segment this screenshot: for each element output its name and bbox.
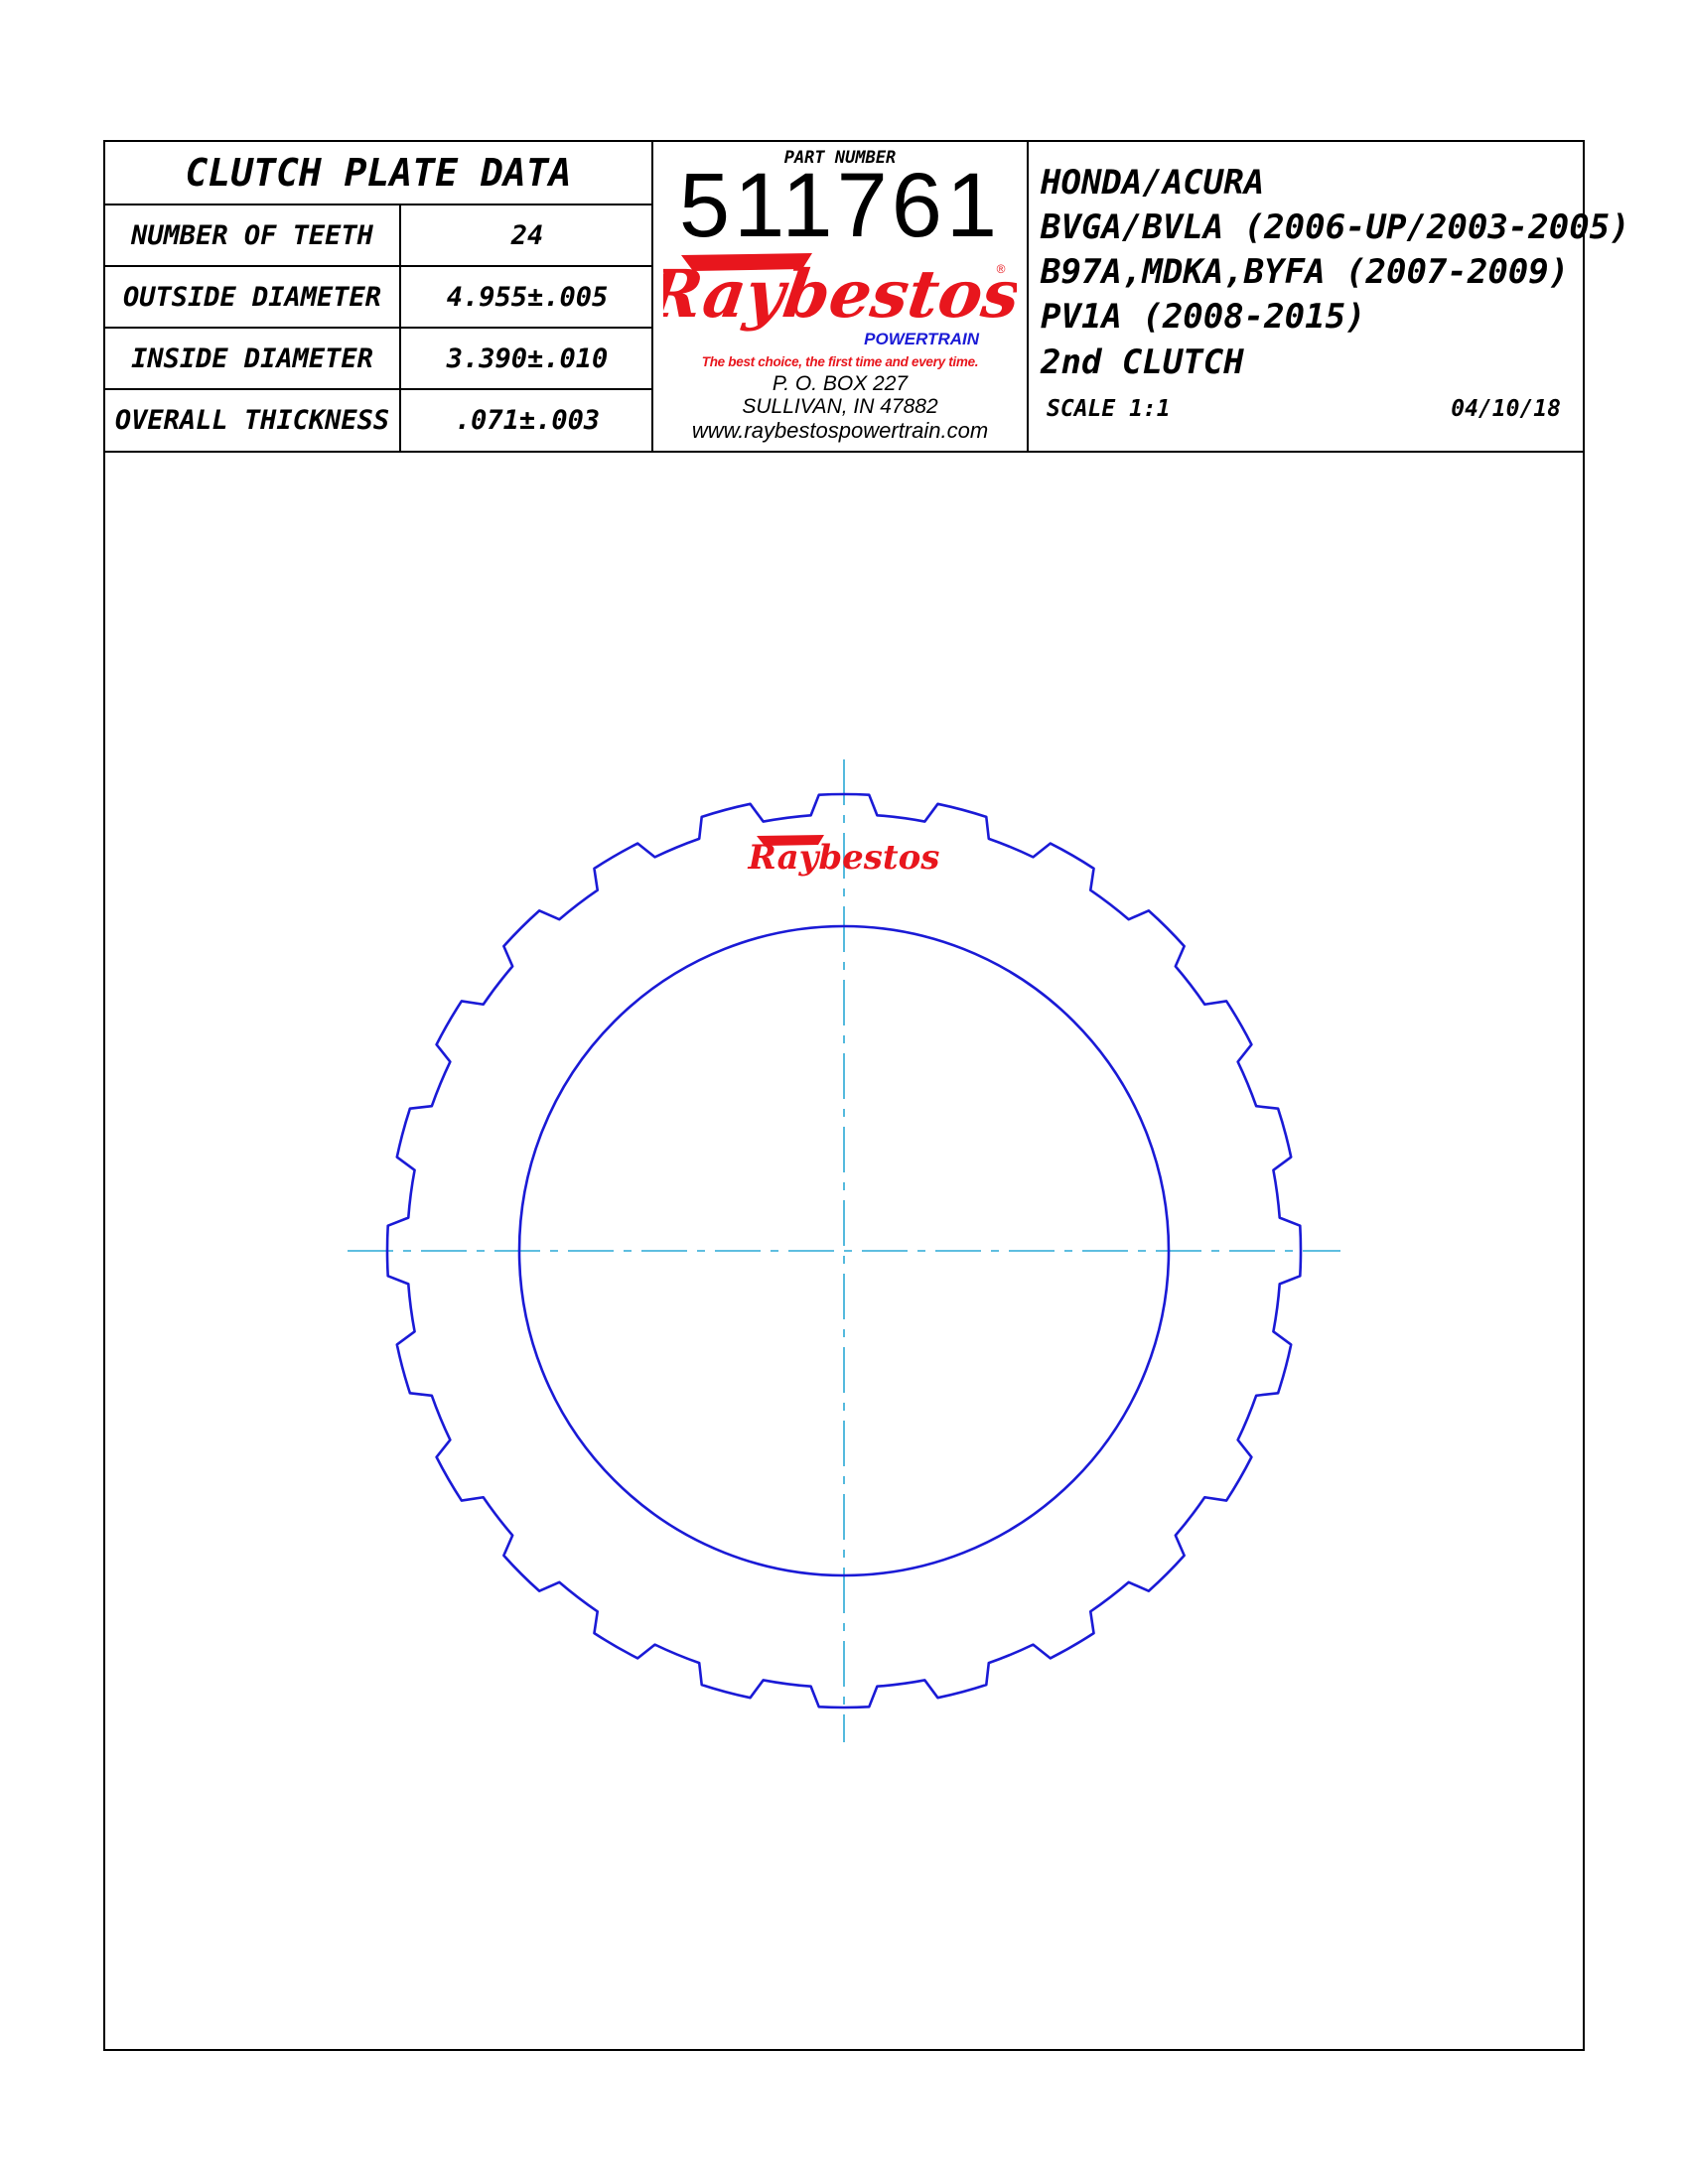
row-value: 3.390±.010 — [446, 342, 609, 374]
application-line: 2nd CLUTCH — [1041, 342, 1244, 382]
outer-teeth-outline — [385, 792, 1303, 1709]
row-value: .071±.003 — [454, 405, 601, 436]
part-number-block: PART NUMBER 511761 Raybestos ® POWERTRAI… — [640, 142, 1029, 453]
website: www.raybestospowertrain.com — [691, 418, 989, 443]
application-block: HONDA/ACURA BVGA/BVLA (2006-UP/2003-2005… — [1029, 142, 1630, 453]
logo-wordmark: Raybestos — [663, 255, 1017, 333]
row-value: 4.955±.005 — [446, 281, 609, 313]
table-row: OUTSIDE DIAMETER 4.955±.005 — [105, 267, 653, 329]
address-line: SULLIVAN, IN 47882 — [742, 395, 938, 418]
inside-diameter-circle — [517, 924, 1171, 1577]
drawing-sheet: CLUTCH PLATE DATA NUMBER OF TEETH 24 OUT… — [103, 140, 1630, 2051]
address-line: P. O. BOX 227 — [772, 372, 909, 395]
row-label: OUTSIDE DIAMETER — [105, 267, 401, 327]
row-label: INSIDE DIAMETER — [105, 329, 401, 388]
tagline: The best choice, the first time and ever… — [701, 354, 979, 369]
drawing-date: 04/10/18 — [1451, 396, 1561, 422]
registered-mark: ® — [997, 262, 1006, 276]
logo-subtitle: POWERTRAIN — [864, 330, 980, 348]
logo-swoosh — [681, 253, 812, 271]
application-line: PV1A (2008-2015) — [1041, 297, 1366, 337]
row-label: NUMBER OF TEETH — [105, 205, 401, 265]
plate-logo-swoosh — [757, 835, 824, 846]
table-row: NUMBER OF TEETH 24 — [105, 205, 653, 267]
clutch-plate-drawing: Raybestos — [348, 759, 1340, 1742]
plate-logo-text: Raybestos — [748, 838, 940, 878]
row-value: 24 — [510, 219, 544, 251]
application-line: BVGA/BVLA (2006-UP/2003-2005) — [1041, 207, 1630, 247]
application-line: HONDA/ACURA — [1041, 163, 1265, 203]
table-title: CLUTCH PLATE DATA — [105, 142, 653, 205]
application-line: B97A,MDKA,BYFA (2007-2009) — [1041, 252, 1570, 292]
plate-logo: Raybestos — [748, 835, 940, 878]
part-number-label: PART NUMBER — [783, 148, 897, 168]
brand-logo: Raybestos ® POWERTRAIN — [640, 247, 1025, 356]
centerlines — [348, 759, 1340, 1742]
table-row: OVERALL THICKNESS .071±.003 — [105, 390, 653, 453]
part-number: 511761 — [678, 155, 1002, 256]
table-row: INSIDE DIAMETER 3.390±.010 — [105, 329, 653, 390]
row-label: OVERALL THICKNESS — [105, 390, 401, 451]
scale-label: SCALE 1:1 — [1047, 396, 1171, 422]
